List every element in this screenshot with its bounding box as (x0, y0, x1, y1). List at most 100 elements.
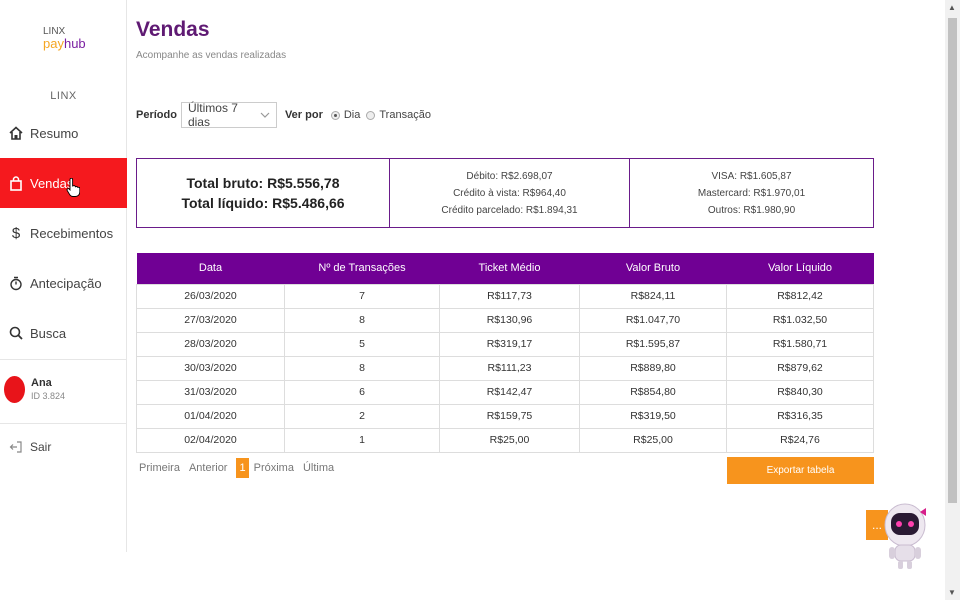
user-id: ID 3.824 (31, 390, 66, 401)
column-header[interactable]: Valor Líquido (726, 253, 874, 284)
visa-total: VISA: R$1.605,87 (711, 170, 792, 182)
table-cell: 02/04/2020 (136, 427, 285, 453)
table-cell: 31/03/2020 (136, 379, 285, 405)
home-icon (8, 125, 24, 141)
page-next-link[interactable]: Próxima (253, 462, 294, 474)
table-cell: R$24,76 (726, 427, 874, 453)
debito-total: Débito: R$2.698,07 (466, 170, 553, 182)
sidebar-item-label: Resumo (30, 125, 79, 141)
sidebar-item-antecipacao[interactable]: Antecipação (0, 258, 127, 308)
table-cell: 28/03/2020 (136, 331, 285, 357)
radio-label: Dia (343, 109, 361, 121)
radio-dia[interactable]: Dia (330, 109, 361, 121)
radio-dot[interactable] (366, 110, 376, 120)
export-table-button[interactable]: Exportar tabela (727, 457, 874, 484)
page-last-link[interactable]: Última (302, 462, 335, 474)
hand-cursor-icon (66, 177, 81, 198)
sidebar-item-busca[interactable]: Busca (0, 308, 127, 358)
page-first-link[interactable]: Primeira (139, 462, 180, 474)
table-cell: R$812,42 (726, 283, 874, 309)
vertical-scrollbar[interactable]: ▲ ▼ (945, 0, 960, 600)
table-cell: R$111,23 (439, 355, 580, 381)
table-cell: 26/03/2020 (136, 283, 285, 309)
page-subtitle: Acompanhe as vendas realizadas (136, 50, 287, 61)
total-liquido: Total líquido: R$5.486,66 (181, 195, 345, 211)
table-row: 02/04/2020 1 R$25,00 R$25,00 R$24,76 (136, 427, 874, 453)
table-cell: R$319,17 (439, 331, 580, 357)
scroll-up-icon[interactable]: ▲ (948, 3, 956, 12)
scroll-down-icon[interactable]: ▼ (948, 588, 956, 597)
table-cell: 2 (284, 403, 440, 429)
scrollbar-thumb[interactable] (948, 18, 957, 503)
credito-vista-total: Crédito à vista: R$964,40 (453, 187, 566, 199)
table-cell: R$159,75 (439, 403, 580, 429)
table-cell: R$879,62 (726, 355, 874, 381)
table-row: 28/03/2020 5 R$319,17 R$1.595,87 R$1.580,71 (136, 331, 874, 357)
table-cell: R$25,00 (579, 427, 727, 453)
pagination: Primeira Anterior 1 Próxima Última (139, 458, 343, 478)
period-label: Período (136, 109, 177, 121)
summary-box: Total bruto: R$5.556,78 Total líquido: R… (136, 158, 874, 228)
column-header[interactable]: Data (136, 253, 285, 284)
avatar (4, 376, 25, 403)
table-cell: 7 (284, 283, 440, 309)
sidebar-item-vendas[interactable]: Vendas (0, 158, 127, 208)
sidebar-divider (0, 423, 127, 424)
sidebar-item-recebimentos[interactable]: $ Recebimentos (0, 208, 127, 258)
page-prev-link[interactable]: Anterior (188, 462, 228, 474)
credito-parcelado-total: Crédito parcelado: R$1.894,31 (441, 204, 578, 216)
chevron-down-icon (260, 110, 270, 121)
summary-totals: Total bruto: R$5.556,78 Total líquido: R… (137, 159, 390, 227)
table-cell: R$117,73 (439, 283, 580, 309)
radio-transacao[interactable]: Transação (366, 109, 431, 121)
logo-line1: LINX (43, 26, 66, 37)
table-cell: 01/04/2020 (136, 403, 285, 429)
column-header[interactable]: Valor Bruto (579, 253, 727, 284)
sidebar-item-label: Antecipação (30, 275, 102, 291)
search-icon (8, 325, 24, 341)
table-row: 26/03/2020 7 R$117,73 R$824,11 R$812,42 (136, 283, 874, 309)
table-row: 01/04/2020 2 R$159,75 R$319,50 R$316,35 (136, 403, 874, 429)
sidebar-item-resumo[interactable]: Resumo (0, 108, 127, 158)
period-select[interactable]: Últimos 7 dias (180, 101, 277, 129)
user-name: Ana (31, 376, 52, 389)
radio-label: Transação (379, 109, 431, 121)
sidebar: LINX payhub LINX Resumo Vendas $ Recebim… (0, 0, 127, 552)
bag-icon (8, 175, 24, 191)
logout-icon (8, 439, 24, 455)
table-cell: R$1.595,87 (579, 331, 727, 357)
user-profile[interactable]: Ana ID 3.824 (4, 376, 65, 403)
table-row: 31/03/2020 6 R$142,47 R$854,80 R$840,30 (136, 379, 874, 405)
column-header[interactable]: Nº de Transações (284, 253, 440, 284)
page-title: Vendas (136, 18, 210, 41)
sidebar-divider (0, 359, 127, 360)
table-cell: R$854,80 (579, 379, 727, 405)
table-cell: R$1.580,71 (726, 331, 874, 357)
chat-tab[interactable]: ... (866, 510, 888, 540)
radio-dot-checked[interactable] (330, 110, 340, 120)
logout-label: Sair (30, 440, 52, 454)
table-cell: 27/03/2020 (136, 307, 285, 333)
table-cell: R$130,96 (439, 307, 580, 333)
table-cell: R$142,47 (439, 379, 580, 405)
logo-line2: payhub (43, 36, 86, 51)
sidebar-item-label: Vendas (30, 175, 74, 191)
table-header-row: Data Nº de Transações Ticket Médio Valor… (136, 253, 874, 284)
column-header[interactable]: Ticket Médio (439, 253, 580, 284)
table-cell: R$840,30 (726, 379, 874, 405)
table-cell: 1 (284, 427, 440, 453)
table-cell: 6 (284, 379, 440, 405)
table-row: 30/03/2020 8 R$111,23 R$889,80 R$879,62 (136, 355, 874, 381)
table-cell: R$319,50 (579, 403, 727, 429)
filters-bar: Período Últimos 7 dias Ver por Dia Trans… (136, 101, 437, 129)
period-select-value: Últimos 7 dias (187, 101, 238, 129)
table-cell: 5 (284, 331, 440, 357)
table-cell: R$25,00 (439, 427, 580, 453)
logout-button[interactable]: Sair (0, 423, 127, 471)
summary-payment-types: Débito: R$2.698,07 Crédito à vista: R$96… (390, 159, 630, 227)
linx-payhub-logo[interactable]: LINX payhub (43, 26, 103, 56)
table-row: 27/03/2020 8 R$130,96 R$1.047,70 R$1.032,50 (136, 307, 874, 333)
page-current[interactable]: 1 (236, 458, 249, 478)
sidebar-item-label: Busca (30, 325, 67, 341)
chatbot-robot-icon[interactable] (880, 498, 930, 570)
